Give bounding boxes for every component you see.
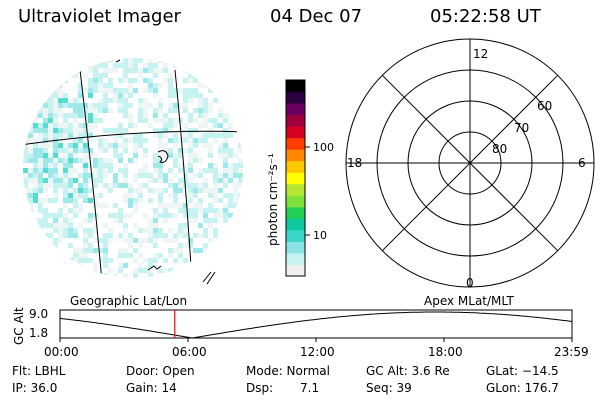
timeline-xtick-2359: 23:59 [554,345,589,359]
ip-info: IP: 36.0 [12,381,58,395]
colorbar-band [286,206,305,219]
altitude-timeline [59,309,573,342]
timeline-xtick-1800: 18:00 [428,345,463,359]
dsp-info: Dsp: [246,381,274,395]
coastline-mark [147,265,162,271]
filter-info: Flt: LBHL [12,364,66,378]
colorbar-tick-10: 10 [313,229,327,242]
door-info: Door: Open [126,364,195,378]
colorbar-band [286,229,305,242]
earth-image [23,58,243,285]
latitude-line [23,130,243,146]
mlt-label-6: 6 [578,156,586,170]
timeline-ytick-bottom: 1.8 [29,326,49,340]
colorbar-tick-100: 100 [313,141,334,154]
lat-label-70: 70 [514,121,530,135]
longitude-line [174,69,193,278]
colorbar-band [286,91,305,104]
mlt-diagonal [381,74,559,252]
colorbar-band [286,241,305,254]
coastline-mark [202,271,216,285]
mlt-label-12: 12 [473,47,489,61]
colorbar-band [286,126,305,139]
dsp-value: 7.1 [300,381,320,395]
colorbar [285,79,310,277]
polar-plot [345,38,595,288]
colorbar-band [286,252,305,265]
timeline-xtick-0600: 06:00 [172,345,207,359]
date-label: 04 Dec 07 [270,6,363,27]
longitude-line [79,69,103,278]
colorbar-unit-label: photon cm⁻²s⁻¹ [266,153,280,246]
lat-label-60: 60 [537,99,553,113]
lat-label-80: 80 [492,142,508,156]
mlt-label-0: 0 [466,276,474,290]
colorbar-band [286,114,305,127]
timeline-ylabel: GC Alt [12,307,26,345]
colorbar-band [286,264,305,277]
gc-alt-info: GC Alt: 3.6 Re [366,364,450,378]
timeline-xtick-0000: 00:00 [44,345,79,359]
colorbar-band [286,160,305,173]
colorbar-band [286,103,305,116]
colorbar-band [286,218,305,231]
colorbar-band [286,183,305,196]
timeline-ytick-top: 9.0 [29,307,49,321]
colorbar-band [286,137,305,150]
glon-info: GLon: 176.7 [486,381,559,395]
sequence-info: Seq: 39 [366,381,412,395]
gain-info: Gain: 14 [126,381,177,395]
colorbar-band [286,80,305,93]
coastline-mark [115,59,121,63]
apex-caption: Apex MLat/MLT [424,294,514,308]
colorbar-band [286,195,305,208]
time-label: 05:22:58 UT [430,6,541,27]
geographic-caption: Geographic Lat/Lon [70,294,188,308]
timeline-xtick-1200: 12:00 [300,345,335,359]
mlt-label-18: 18 [347,156,363,170]
instrument-title: Ultraviolet Imager [18,6,181,27]
colorbar-band [286,149,305,162]
colorbar-band [286,172,305,185]
coastline-mark [157,150,169,163]
glat-info: GLat: −14.5 [486,364,559,378]
mode-info: Mode: Normal [246,364,330,378]
